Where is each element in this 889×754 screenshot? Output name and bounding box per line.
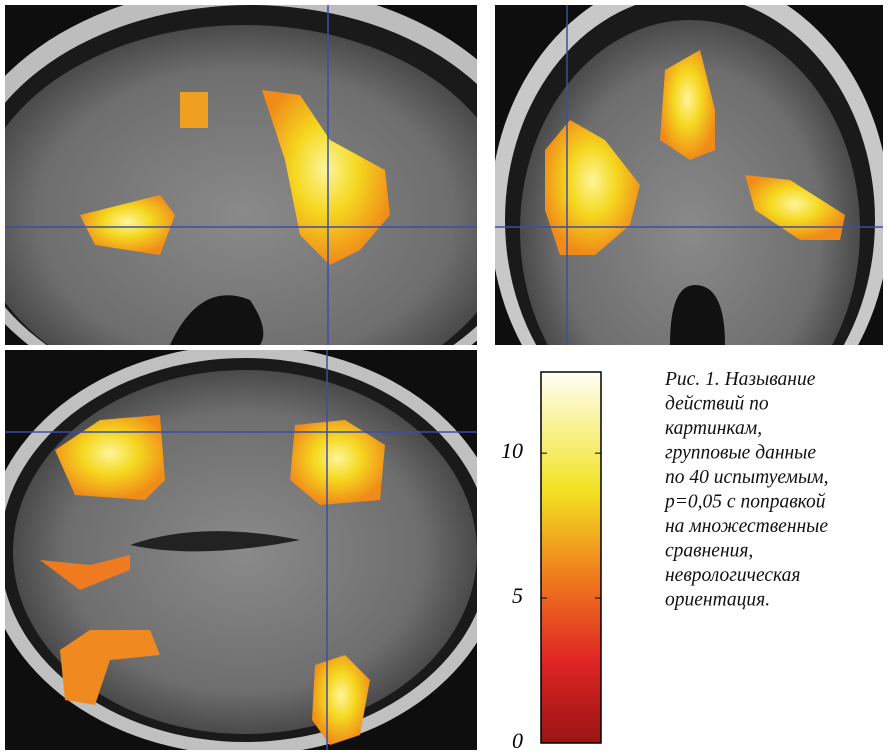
figure: 0 5 10 Рис. 1. Называние действий по картинк…: [0, 0, 889, 754]
caption-line: групповые данные: [665, 443, 816, 464]
caption-line: сравнения,: [665, 541, 753, 562]
caption-line: Рис. 1. Называние: [664, 369, 816, 390]
caption-line: p=0,05 с поправкой: [663, 492, 826, 513]
caption-line: картинкам,: [665, 418, 762, 439]
axial-slice: [0, 345, 505, 754]
tick-label: 10: [501, 438, 523, 463]
caption-line: на множественные: [665, 516, 828, 537]
caption-line: действий по: [665, 394, 769, 415]
tick-label: 5: [512, 583, 523, 608]
colorbar: [541, 372, 601, 743]
tick-label: 0: [512, 728, 523, 753]
caption: Рис. 1. Называние действий по картинкам, гр…: [663, 369, 829, 611]
caption-line: ориентация.: [665, 590, 770, 611]
caption-line: по 40 испытуемым,: [665, 467, 829, 488]
caption-line: неврологическая: [665, 565, 800, 586]
